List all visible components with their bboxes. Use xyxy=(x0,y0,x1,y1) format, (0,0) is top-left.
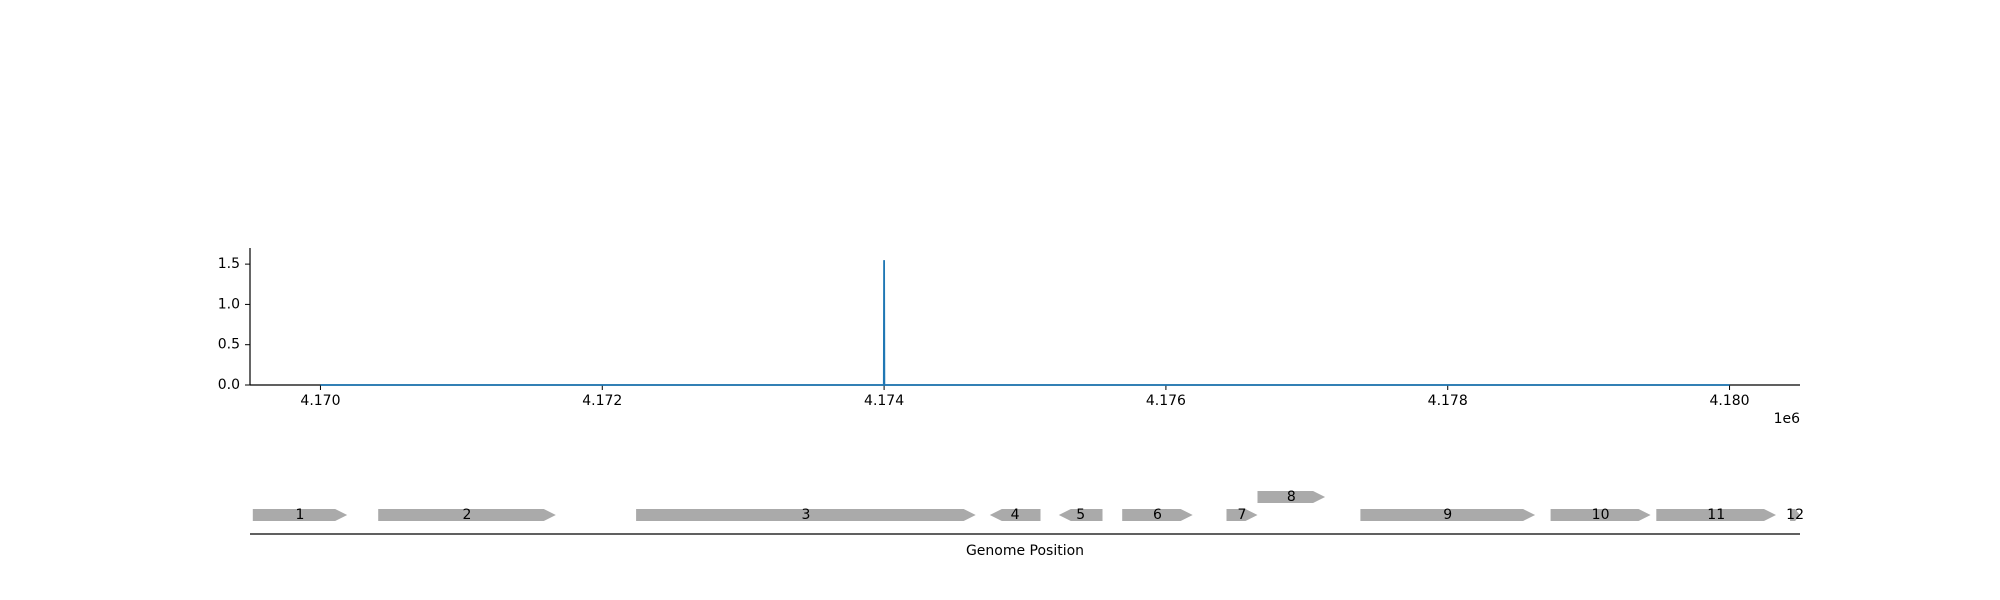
y-tick-label: 1.5 xyxy=(218,256,240,272)
gene-map-xlabel: Genome Position xyxy=(966,543,1084,559)
gene-arrow-4 xyxy=(989,509,1041,521)
gene-label-8: 8 xyxy=(1287,489,1296,505)
coverage-plot: 0.0 0.5 1.0 1.5 4.170 4.172 4.174 4.176 4.178 4.1… xyxy=(218,248,1800,427)
gene-arrow-12 xyxy=(1790,509,1800,521)
gene-label-1: 1 xyxy=(296,507,305,523)
x-tick-label: 4.172 xyxy=(582,393,622,409)
x-tick-label: 4.174 xyxy=(864,393,904,409)
gene-arrow-3 xyxy=(636,509,976,521)
x-tick-label: 4.178 xyxy=(1428,393,1468,409)
gene-arrows: 1 2 3 4 5 6 789 10 11 12 xyxy=(252,489,1804,523)
gene-label-6: 6 xyxy=(1153,507,1162,523)
gene-label-9: 9 xyxy=(1443,507,1452,523)
x-axis-offset-label: 1e6 xyxy=(1774,411,1801,427)
coverage-series xyxy=(320,260,1730,386)
gene-arrow-1 xyxy=(252,509,348,521)
gene-map: 1 2 3 4 5 6 789 10 11 12 Genome Position xyxy=(250,489,1804,559)
coverage-axes: 0.0 0.5 1.0 1.5 4.170 4.172 4.174 4.176 4.178 4.1… xyxy=(218,248,1800,427)
gene-arrow-5 xyxy=(1058,509,1103,521)
gene-label-5: 5 xyxy=(1076,507,1085,523)
gene-label-4: 4 xyxy=(1011,507,1020,523)
gene-label-11: 11 xyxy=(1707,507,1725,523)
gene-arrow-7 xyxy=(1226,509,1258,521)
y-tick-label: 0.0 xyxy=(218,377,240,393)
gene-arrow-11 xyxy=(1656,509,1776,521)
x-tick-label: 4.176 xyxy=(1146,393,1186,409)
gene-label-7: 7 xyxy=(1238,507,1247,523)
x-tick-label: 4.180 xyxy=(1709,393,1749,409)
y-tick-label: 1.0 xyxy=(218,296,240,312)
gene-label-3: 3 xyxy=(801,507,810,523)
gene-label-10: 10 xyxy=(1592,507,1610,523)
gene-arrow-9 xyxy=(1360,509,1536,521)
gene-label-2: 2 xyxy=(463,507,472,523)
coverage-line xyxy=(320,260,1730,386)
x-tick-label: 4.170 xyxy=(300,393,340,409)
gene-arrow-10 xyxy=(1550,509,1651,521)
gene-arrow-6 xyxy=(1122,509,1193,521)
y-tick-label: 0.5 xyxy=(218,337,240,353)
gene-arrow-8 xyxy=(1257,491,1326,503)
gene-label-12: 12 xyxy=(1786,507,1804,523)
gene-arrow-2 xyxy=(378,509,556,521)
